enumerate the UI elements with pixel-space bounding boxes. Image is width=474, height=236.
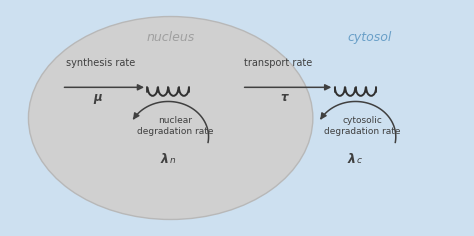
Text: μ: μ: [93, 91, 101, 104]
Text: transport rate: transport rate: [244, 59, 312, 68]
Text: nuclear
degradation rate: nuclear degradation rate: [137, 116, 214, 136]
Text: cytosolic
degradation rate: cytosolic degradation rate: [324, 116, 401, 136]
Text: cytosol: cytosol: [347, 31, 392, 44]
Text: synthesis rate: synthesis rate: [66, 59, 136, 68]
Ellipse shape: [28, 17, 313, 219]
Text: n: n: [170, 156, 175, 165]
Text: nucleus: nucleus: [146, 31, 195, 44]
Text: λ: λ: [160, 153, 168, 166]
Text: τ: τ: [281, 91, 288, 104]
Text: c: c: [357, 156, 362, 165]
Text: λ: λ: [347, 153, 356, 166]
